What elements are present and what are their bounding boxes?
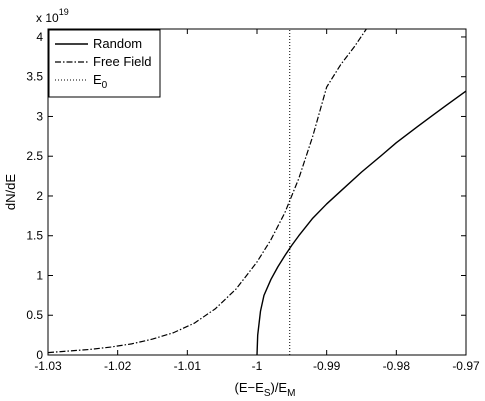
legend-box xyxy=(48,29,161,98)
y-tick-label: 4 xyxy=(36,30,43,44)
series-line-free-field xyxy=(47,28,367,354)
x-tick-label: -0.99 xyxy=(313,359,341,373)
y-tick-label: 0.5 xyxy=(26,308,43,322)
y-tick-label: 0 xyxy=(36,348,43,362)
y-tick-label: 1.5 xyxy=(26,229,43,243)
y-multiplier-label: x 1019 xyxy=(36,7,69,25)
x-axis: -1.03 -1.02 -1.01 -1 -0.99 -0.98 -0.97 xyxy=(34,29,480,373)
y-tick-label: 2 xyxy=(36,189,43,203)
y-tick-label: 3 xyxy=(36,109,43,123)
x-tick-label: -0.98 xyxy=(383,359,411,373)
y-axis: 0 0.5 1 1.5 2 2.5 3 3.5 4 xyxy=(26,30,466,362)
y-axis-label: dN/dE xyxy=(3,174,18,210)
x-axis-label: (E−ES)/EM xyxy=(235,380,296,399)
x-tick-label: -1.01 xyxy=(174,359,202,373)
legend-label-free-field: Free Field xyxy=(93,54,152,69)
series-line-random xyxy=(256,90,467,356)
x-tick-label: -1 xyxy=(252,359,263,373)
x-tick-label: -0.97 xyxy=(452,359,480,373)
y-tick-label: 3.5 xyxy=(26,70,43,84)
y-tick-label: 1 xyxy=(36,268,43,282)
legend-label-random: Random xyxy=(93,36,142,51)
x-tick-label: -1.02 xyxy=(104,359,132,373)
series-layer xyxy=(47,28,467,356)
y-tick-label: 2.5 xyxy=(26,149,43,163)
x-tick-label: -1.03 xyxy=(34,359,62,373)
legend: Random Free Field E0 xyxy=(48,29,161,98)
